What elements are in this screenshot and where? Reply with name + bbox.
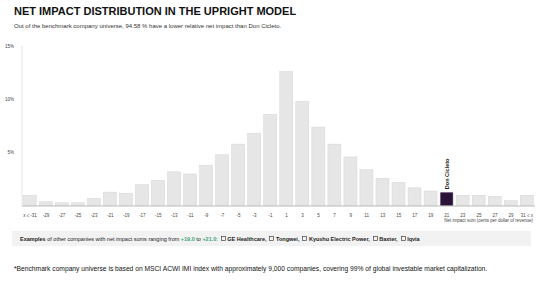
svg-text:15%: 15% <box>8 44 14 49</box>
svg-text:Don Cicleto: Don Cicleto <box>444 158 450 189</box>
svg-text:-17: -17 <box>139 213 146 218</box>
svg-text:-19: -19 <box>123 213 130 218</box>
svg-text:x ≤ -31: x ≤ -31 <box>23 213 37 218</box>
svg-text:31 ≤ x: 31 ≤ x <box>521 213 534 218</box>
svg-text:17: 17 <box>412 213 418 218</box>
svg-text:-15: -15 <box>155 213 162 218</box>
html-text:Tongwei,: Tongwei, <box>276 235 300 242</box>
html-text:Examples of other companies wi: Examples of other companies with net imp… <box>20 235 218 242</box>
svg-text:29: 29 <box>508 213 514 218</box>
svg-text:-21: -21 <box>107 213 114 218</box>
svg-text:9: 9 <box>349 213 352 218</box>
svg-text:3: 3 <box>301 213 304 218</box>
svg-text:-11: -11 <box>187 213 194 218</box>
svg-text:5: 5 <box>317 213 320 218</box>
html-text:Kyushu Electric Power,: Kyushu Electric Power, <box>308 235 370 242</box>
svg-text:-9: -9 <box>204 213 208 218</box>
svg-text:13: 13 <box>380 213 386 218</box>
svg-text:-7: -7 <box>220 213 224 218</box>
svg-text:-1: -1 <box>268 213 272 218</box>
svg-text:1: 1 <box>285 213 288 218</box>
html-text:NET IMPACT DISTRIBUTION IN THE: NET IMPACT DISTRIBUTION IN THE UPRIGHT M… <box>14 5 297 17</box>
svg-text:-3: -3 <box>252 213 256 218</box>
html-text:Net impact sum (cents per doll: Net impact sum (cents per dollar of reve… <box>444 218 533 223</box>
svg-text:19: 19 <box>428 213 434 218</box>
svg-text:-27: -27 <box>59 213 66 218</box>
svg-text:21: 21 <box>444 213 450 218</box>
svg-text:27: 27 <box>492 213 498 218</box>
svg-text:15: 15 <box>396 213 402 218</box>
html-text:*Benchmark company universe is: *Benchmark company universe is based on … <box>14 265 488 272</box>
svg-text:7: 7 <box>333 213 336 218</box>
svg-text:-13: -13 <box>171 213 178 218</box>
svg-text:23: 23 <box>460 213 466 218</box>
html-text:Baxter,: Baxter, <box>379 235 398 242</box>
svg-text:25: 25 <box>476 213 482 218</box>
svg-text:10%: 10% <box>8 97 14 102</box>
html-text:Out of the benchmark company u: Out of the benchmark company universe, 9… <box>14 23 282 29</box>
svg-text:-25: -25 <box>75 213 82 218</box>
html-text:Iqvia: Iqvia <box>407 235 420 242</box>
svg-text:-23: -23 <box>91 213 98 218</box>
svg-text:-5: -5 <box>236 213 240 218</box>
html-text:GE Healthcare,: GE Healthcare, <box>227 235 267 242</box>
svg-text:-29: -29 <box>43 213 50 218</box>
svg-text:11: 11 <box>364 213 369 218</box>
svg-text:5%: 5% <box>8 150 14 155</box>
